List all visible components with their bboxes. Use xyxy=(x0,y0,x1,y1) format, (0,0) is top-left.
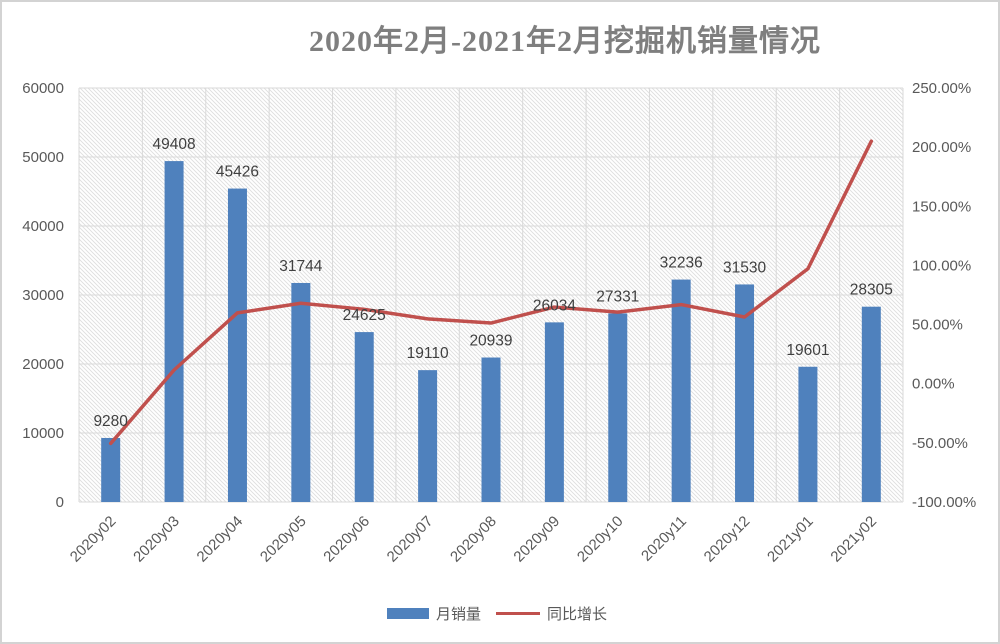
legend-line-swatch-icon xyxy=(496,611,540,616)
right-axis-tick-label: -100.00% xyxy=(912,494,976,511)
legend-bar-label: 月销量 xyxy=(435,606,481,623)
bar xyxy=(481,357,501,502)
right-axis-tick-label: 50.00% xyxy=(912,317,963,334)
bar-value-label: 20939 xyxy=(469,333,512,350)
x-axis-label: 2020y12 xyxy=(701,513,754,566)
x-axis-label: 2020y07 xyxy=(384,513,437,566)
right-axis-tick-label: 200.00% xyxy=(912,139,971,156)
right-axis-tick-label: 250.00% xyxy=(912,80,971,97)
bar-value-label: 31744 xyxy=(279,258,322,275)
x-axis-label: 2020y03 xyxy=(130,513,183,566)
right-axis-tick-label: 150.00% xyxy=(912,198,971,215)
legend-line-label: 同比增长 xyxy=(547,606,608,623)
bar xyxy=(354,332,374,502)
x-axis-label: 2020y08 xyxy=(447,513,500,566)
chart-title: 2020年2月-2021年2月挖掘机销量情况 xyxy=(309,25,821,58)
left-axis-tick-label: 40000 xyxy=(22,218,64,235)
x-axis-label: 2021y02 xyxy=(827,513,880,566)
bar-value-label: 27331 xyxy=(596,288,639,305)
left-axis-tick-label: 10000 xyxy=(22,425,64,442)
left-axis-tick-label: 60000 xyxy=(22,80,64,97)
bar xyxy=(798,366,818,502)
bar-value-label: 24625 xyxy=(343,307,386,324)
bar-value-label: 9280 xyxy=(93,413,128,430)
right-axis-tick-label: -50.00% xyxy=(912,435,968,452)
bar xyxy=(671,279,691,502)
left-axis-tick-label: 30000 xyxy=(22,287,64,304)
left-axis-tick-label: 0 xyxy=(56,494,64,511)
bar-value-label: 32236 xyxy=(660,255,703,272)
bar-value-label: 49408 xyxy=(153,136,196,153)
bar xyxy=(418,370,438,502)
bar xyxy=(608,313,628,502)
bar xyxy=(291,282,311,502)
right-axis-tick-label: 100.00% xyxy=(912,257,971,274)
bar-value-label: 45426 xyxy=(216,164,259,181)
legend: 月销量 同比增长 xyxy=(2,603,992,624)
bar xyxy=(227,188,247,502)
bar xyxy=(101,437,121,502)
x-axis-label: 2020y09 xyxy=(510,513,563,566)
yoy-line xyxy=(108,139,874,446)
bar xyxy=(735,284,755,502)
x-axis-label: 2020y02 xyxy=(67,513,120,566)
x-axis-label: 2020y06 xyxy=(320,513,373,566)
right-axis-tick-label: 0.00% xyxy=(912,376,955,393)
bar xyxy=(164,161,184,503)
x-axis-label: 2020y05 xyxy=(257,513,310,566)
bar-value-label: 19110 xyxy=(407,345,449,362)
left-axis-tick-label: 20000 xyxy=(22,356,64,373)
bar xyxy=(861,306,881,502)
x-axis-label: 2020y11 xyxy=(638,513,690,565)
bar-value-label: 28305 xyxy=(850,282,893,299)
legend-bar-swatch-icon xyxy=(386,608,429,619)
left-axis-tick-label: 50000 xyxy=(22,149,64,166)
bar-value-label: 19601 xyxy=(786,342,829,359)
x-axis-label: 2020y04 xyxy=(194,513,247,566)
x-axis-label: 2021y01 xyxy=(764,513,817,566)
bar-value-label: 31530 xyxy=(723,259,766,276)
bar xyxy=(544,322,564,502)
x-axis-label: 2020y10 xyxy=(574,513,627,566)
bar-value-label: 26034 xyxy=(533,297,576,314)
